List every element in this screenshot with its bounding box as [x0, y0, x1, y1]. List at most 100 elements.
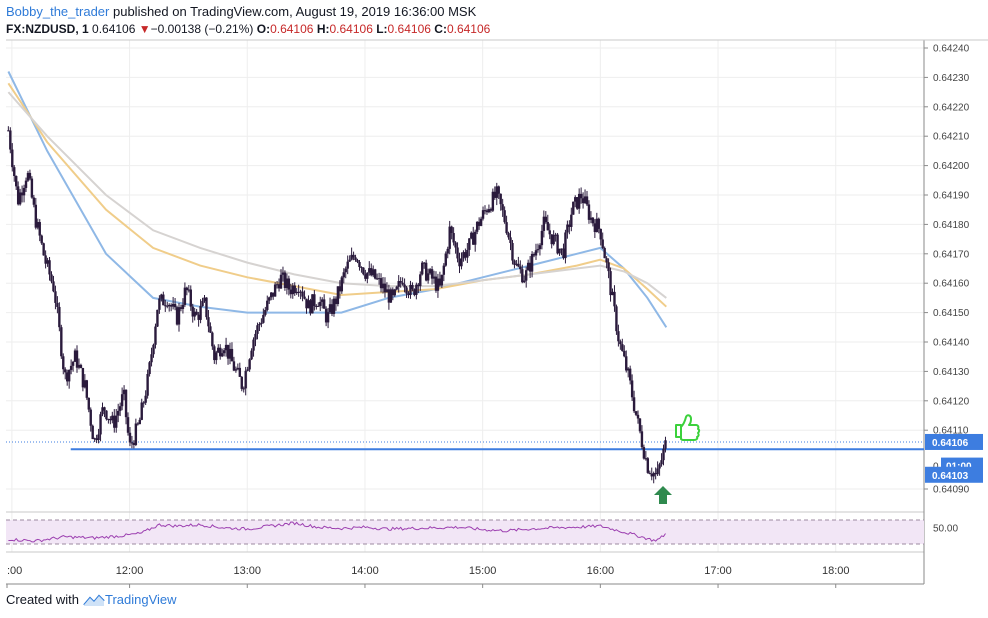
close-label: C: [434, 22, 447, 36]
candle-body [474, 231, 477, 245]
candle-body [619, 341, 622, 345]
tradingview-link[interactable]: TradingView [83, 592, 177, 607]
candle-body [468, 238, 471, 250]
candle-body [452, 233, 455, 243]
candle-body [660, 460, 663, 465]
candle-body [134, 423, 138, 445]
open-value: 0.64106 [270, 22, 314, 36]
candle-body [322, 299, 326, 309]
candle-body [391, 289, 395, 296]
candle-body [271, 292, 275, 297]
candle-body [97, 434, 100, 441]
symbol-name[interactable]: FX:NZDUSD, 1 [6, 22, 89, 36]
price-tick-label: 0.64170 [933, 249, 970, 260]
low-value: 0.64106 [387, 22, 431, 36]
time-tick-label: 14:00 [351, 565, 379, 577]
candle-body [289, 289, 293, 295]
candle-body [373, 269, 377, 279]
candle-body [597, 218, 600, 229]
candle-body [546, 222, 549, 231]
footer: Created with TradingView [6, 592, 177, 607]
candle-body [634, 411, 638, 415]
candle-body [58, 306, 61, 328]
candle-body [189, 289, 192, 307]
candle-body [203, 297, 206, 302]
candles [7, 126, 667, 484]
author-name[interactable]: Bobby_the_trader [6, 4, 110, 19]
candle-body [128, 432, 132, 443]
candle-body [234, 369, 238, 371]
candle-body [11, 149, 14, 168]
candle-body [450, 226, 453, 234]
tradingview-logo-icon [83, 594, 105, 606]
main-pane[interactable] [6, 40, 924, 512]
candle-body [62, 356, 65, 370]
last-price-tag-bg [925, 433, 983, 450]
price-ticks: 0.64240 0.64230 0.64220 0.64210 0.64200 0.641… [924, 44, 970, 496]
time-tick-label: 12:00 [116, 565, 144, 577]
candle-body [466, 249, 469, 258]
candle-body [201, 301, 204, 307]
candle-body [519, 266, 522, 270]
candle-body [7, 130, 10, 132]
candle-body [526, 262, 530, 271]
candle-body [542, 216, 546, 231]
candle-body [246, 369, 249, 371]
candle-body [46, 260, 49, 264]
candle-body [73, 350, 77, 362]
candle-body [236, 367, 240, 370]
candle-body [652, 473, 655, 477]
candle-body [434, 276, 438, 291]
candle-body [417, 284, 420, 287]
candle-body [120, 394, 124, 407]
candle-body [268, 297, 271, 301]
candle-body [405, 287, 408, 294]
price-tick-label: 0.64200 [933, 161, 970, 172]
candle-body [185, 287, 189, 291]
candle-body [307, 300, 310, 309]
candle-body [348, 259, 351, 262]
candle-body [56, 302, 59, 307]
candle-body [52, 281, 55, 292]
candle-body [375, 278, 379, 280]
candle-body [503, 210, 506, 223]
candle-body [126, 417, 130, 433]
candle-body [344, 268, 347, 273]
candle-body [122, 389, 126, 395]
candle-body [28, 172, 32, 179]
candle-body [113, 415, 116, 428]
candle-body [238, 367, 242, 377]
line-price-tag-bg [925, 466, 983, 483]
candle-body [456, 247, 459, 259]
candle-body [436, 278, 440, 291]
candle-body [217, 347, 220, 353]
candle-body [169, 304, 173, 307]
candle-body [138, 419, 141, 425]
candle-body [266, 300, 269, 310]
candle-body [627, 368, 630, 371]
candle-body [160, 294, 163, 299]
candle-body [552, 234, 555, 245]
candle-body [593, 223, 597, 233]
candle-body [623, 350, 626, 357]
candle-body [654, 473, 657, 475]
candle-body [258, 323, 261, 326]
candle-body [168, 304, 171, 307]
candle-body [650, 473, 653, 477]
candle-body [109, 418, 112, 421]
price-tick-label: 0.64130 [933, 367, 970, 378]
candle-body [577, 193, 581, 209]
candle-body [181, 304, 185, 309]
candle-body [568, 224, 571, 227]
candle-body [534, 250, 538, 256]
candle-body [411, 284, 414, 290]
candle-body [297, 291, 300, 293]
candle-body [638, 418, 642, 432]
candle-body [530, 253, 534, 272]
candle-body [250, 350, 253, 360]
candle-body [470, 232, 473, 239]
candle-body [538, 245, 542, 250]
candle-body [66, 372, 69, 382]
candle-body [523, 280, 526, 283]
